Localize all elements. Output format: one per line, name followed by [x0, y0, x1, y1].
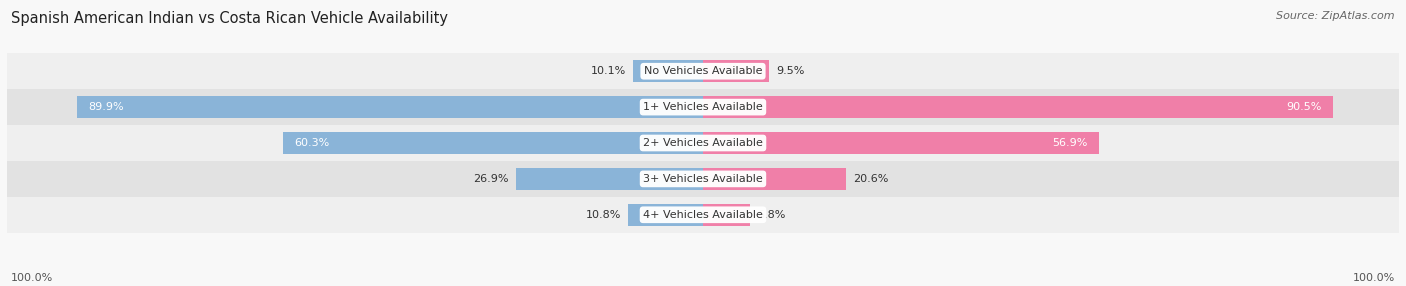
Text: 20.6%: 20.6%: [853, 174, 889, 184]
Text: 100.0%: 100.0%: [1353, 273, 1395, 283]
Text: Spanish American Indian vs Costa Rican Vehicle Availability: Spanish American Indian vs Costa Rican V…: [11, 11, 449, 26]
Bar: [7, 53, 1399, 89]
Bar: [284, 132, 703, 154]
Bar: [7, 89, 1399, 125]
Text: 100.0%: 100.0%: [11, 273, 53, 283]
Text: 90.5%: 90.5%: [1286, 102, 1322, 112]
Text: 4+ Vehicles Available: 4+ Vehicles Available: [643, 210, 763, 220]
Text: 89.9%: 89.9%: [89, 102, 124, 112]
Text: 6.8%: 6.8%: [758, 210, 786, 220]
Bar: [633, 60, 703, 82]
Text: 3+ Vehicles Available: 3+ Vehicles Available: [643, 174, 763, 184]
Text: 10.1%: 10.1%: [591, 66, 626, 76]
Text: 2+ Vehicles Available: 2+ Vehicles Available: [643, 138, 763, 148]
Bar: [703, 168, 846, 190]
Bar: [7, 125, 1399, 161]
Bar: [628, 204, 703, 226]
Bar: [703, 132, 1099, 154]
Bar: [703, 96, 1333, 118]
Text: Source: ZipAtlas.com: Source: ZipAtlas.com: [1277, 11, 1395, 21]
Text: 9.5%: 9.5%: [776, 66, 804, 76]
Bar: [703, 204, 751, 226]
Bar: [7, 161, 1399, 197]
Text: No Vehicles Available: No Vehicles Available: [644, 66, 762, 76]
Bar: [7, 197, 1399, 233]
Text: 26.9%: 26.9%: [474, 174, 509, 184]
Text: 60.3%: 60.3%: [294, 138, 330, 148]
Text: 56.9%: 56.9%: [1053, 138, 1088, 148]
Bar: [516, 168, 703, 190]
Text: 1+ Vehicles Available: 1+ Vehicles Available: [643, 102, 763, 112]
Bar: [77, 96, 703, 118]
Bar: [703, 60, 769, 82]
Text: 10.8%: 10.8%: [585, 210, 621, 220]
